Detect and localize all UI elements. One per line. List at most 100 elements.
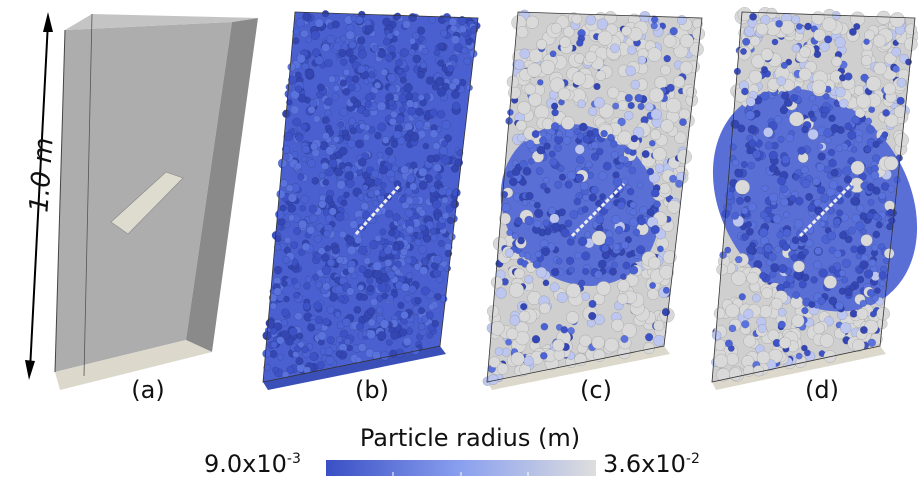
particle [431,82,440,91]
particle [505,338,512,346]
particle [752,293,761,303]
particle [276,353,284,361]
particle [805,192,813,201]
particle [791,15,801,25]
particle [387,73,397,83]
particle [400,165,410,175]
particle [439,29,448,38]
particle [418,307,426,315]
particle [399,76,407,84]
particle [883,82,896,96]
particle [781,154,791,164]
particle [399,106,406,113]
particle [300,194,310,204]
particle [348,40,357,49]
particle [357,64,366,74]
particle [395,59,403,67]
particle [388,229,396,237]
particle [626,251,633,259]
particle [571,13,583,25]
particle [287,204,297,213]
particle [620,240,629,249]
particle [431,320,439,328]
particle [876,10,891,25]
particle [821,17,837,32]
particle [731,212,740,220]
particle [863,145,872,154]
particle [756,350,771,365]
particle [711,330,722,341]
particle [537,79,544,86]
particle [617,293,629,305]
particle [338,49,347,57]
particle [437,42,445,51]
particle [286,184,294,192]
particle [828,246,836,254]
particle [281,280,288,287]
particle [594,270,603,280]
particle [322,178,330,186]
particle [339,230,347,239]
particle [649,139,656,147]
particle [779,336,792,349]
particle [864,117,873,125]
particle [761,287,773,299]
particle [396,68,404,75]
particle [323,229,331,238]
colorbar-min-label: 9.0x10-3 [204,450,301,478]
particle [288,75,297,85]
particle [437,59,445,67]
particle [532,260,541,269]
particle [421,47,429,56]
particle [835,301,844,311]
particle [404,122,413,132]
particle [782,228,792,238]
particle [342,317,351,327]
particle [582,193,590,202]
particle [418,245,428,255]
particle [290,105,300,115]
particle [824,35,833,44]
particle [487,374,499,385]
particle [805,239,814,248]
particle [675,179,684,188]
particle [725,303,740,318]
particle [804,22,812,31]
particle [817,152,826,161]
particle [377,331,387,341]
crack-plane [110,171,184,235]
particle [884,156,899,171]
particle [281,371,290,379]
particle [816,143,824,150]
particle [384,258,393,267]
particle [889,12,905,28]
particle [745,221,752,228]
particle [353,306,362,314]
particle [594,314,605,326]
particle [674,131,687,144]
particle [836,185,843,193]
particle [496,363,509,375]
particle [436,87,447,97]
particle [364,25,374,34]
particle [801,248,809,256]
particle [777,135,785,143]
particle [312,273,319,281]
particle [523,355,534,367]
particle [531,130,540,139]
particle [856,93,872,109]
particle [435,76,445,86]
particle [591,230,607,246]
particle [801,126,809,134]
particle [814,247,823,255]
particle [450,199,460,209]
particle [432,199,442,209]
particle [404,187,413,196]
particle [410,161,418,170]
particle [294,312,303,321]
particle [384,53,393,62]
particle-field-b [262,10,481,379]
particle [761,65,769,73]
particle [275,209,285,220]
particle [382,38,391,46]
